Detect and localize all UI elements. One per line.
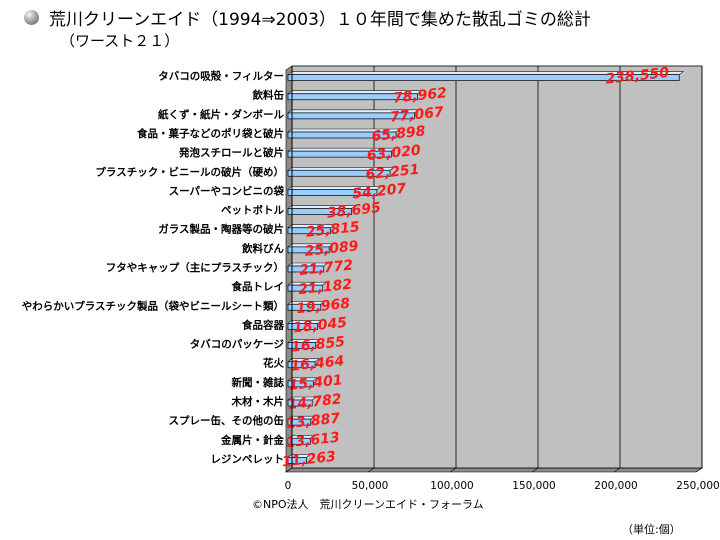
plot-area xyxy=(291,65,703,469)
chart-subtitle: （ワースト２１） xyxy=(60,32,180,50)
category-label: 紙くず・紙片・ダンボール xyxy=(158,108,284,121)
bar xyxy=(287,437,311,445)
data-label: 63,020 xyxy=(366,143,422,165)
gridline-floor xyxy=(613,467,621,473)
data-label: 16,464 xyxy=(290,353,345,375)
data-label: 18,045 xyxy=(292,315,348,337)
bar xyxy=(287,74,680,81)
gridline-floor xyxy=(531,467,539,473)
bar xyxy=(287,169,391,177)
title-row: 荒川クリーンエイド（1994⇒2003）１０年間で集めた散乱ゴミの総計 xyxy=(24,4,591,30)
data-label: 54,207 xyxy=(352,181,408,203)
category-label: タバコの吸殻・フィルター xyxy=(158,70,284,83)
bar xyxy=(287,380,314,388)
category-label: 食品トレイ xyxy=(231,280,285,293)
bar xyxy=(287,323,318,330)
data-label: 11,263 xyxy=(281,449,336,471)
x-tick-label: 250,000 xyxy=(676,480,719,492)
data-label: 13,613 xyxy=(285,430,340,452)
bar xyxy=(287,418,312,426)
data-label: 38,695 xyxy=(326,200,382,222)
bar xyxy=(287,303,322,311)
data-label: 25,815 xyxy=(305,219,361,241)
category-label: レジンペレット xyxy=(211,453,285,465)
unit-note: （単位:個） xyxy=(622,523,681,536)
x-tick-label: 200,000 xyxy=(594,480,637,492)
category-label: 食品容器 xyxy=(241,318,284,331)
category-label: 飲料缶 xyxy=(252,89,285,102)
bar xyxy=(287,265,325,273)
data-label: 15,401 xyxy=(288,372,343,394)
bar xyxy=(287,150,392,158)
bar xyxy=(287,112,415,120)
gridline-floor xyxy=(449,467,457,473)
x-tick-label: 0 xyxy=(285,480,292,492)
data-label: 78,962 xyxy=(392,85,447,107)
bar xyxy=(287,342,317,349)
category-label: ペットボトル xyxy=(221,204,284,217)
bar xyxy=(287,227,331,235)
x-tick-label: 100,000 xyxy=(430,480,473,492)
data-label: 16,855 xyxy=(290,334,346,356)
bullet-icon xyxy=(24,9,39,25)
category-label: スプレー缶、その他の缶 xyxy=(169,414,285,427)
data-label: 21,772 xyxy=(298,257,353,279)
data-label: 14,782 xyxy=(287,391,342,413)
data-label: 21,182 xyxy=(297,277,352,299)
category-label: 食品・菓子などのポリ袋と破片 xyxy=(136,127,284,140)
category-label: タバコのパッケージ xyxy=(190,339,285,351)
bar xyxy=(287,361,316,369)
bar xyxy=(287,246,330,254)
bar xyxy=(287,93,418,101)
bar xyxy=(287,189,378,196)
category-label: 飲料びん xyxy=(241,242,284,255)
category-label: 木材・木片 xyxy=(231,395,285,408)
data-label: 62,251 xyxy=(365,162,420,184)
category-label: プラスチック・ビニールの破片（硬め） xyxy=(95,165,284,178)
chart-title: 荒川クリーンエイド（1994⇒2003）１０年間で集めた散乱ゴミの総計 xyxy=(49,9,591,30)
bar xyxy=(287,399,313,407)
data-label: 65,898 xyxy=(371,123,427,145)
data-label: 25,089 xyxy=(304,238,360,260)
data-label: 77,067 xyxy=(389,104,445,126)
bar xyxy=(287,457,307,464)
category-label: ガラス製品・陶器等の破片 xyxy=(158,223,284,236)
gridline-floor xyxy=(695,467,703,473)
bar xyxy=(287,208,352,215)
x-tick-label: 50,000 xyxy=(352,480,389,492)
category-label: 花火 xyxy=(263,357,284,370)
credit-text: ©NPO法人 荒川クリーンエイド・フォーラム xyxy=(252,498,484,511)
category-label: 金属片・針金 xyxy=(220,433,284,446)
category-label: スーパーやコンビニの袋 xyxy=(169,184,285,197)
category-label: やわらかいプラスチック製品（袋やビニールシート類） xyxy=(22,299,284,312)
data-label: 238,550 xyxy=(605,65,670,88)
bar xyxy=(287,284,324,292)
data-label: 13,887 xyxy=(286,411,342,433)
plot-floor xyxy=(285,467,703,473)
gridline-floor xyxy=(367,467,375,473)
category-label: 新聞・雑誌 xyxy=(232,376,285,389)
x-tick-label: 150,000 xyxy=(512,480,555,492)
category-label: 発泡スチロールと破片 xyxy=(178,146,284,159)
data-label: 19,968 xyxy=(295,296,351,318)
category-label: フタやキャップ（主にプラスチック） xyxy=(106,261,284,274)
bar xyxy=(287,131,397,139)
